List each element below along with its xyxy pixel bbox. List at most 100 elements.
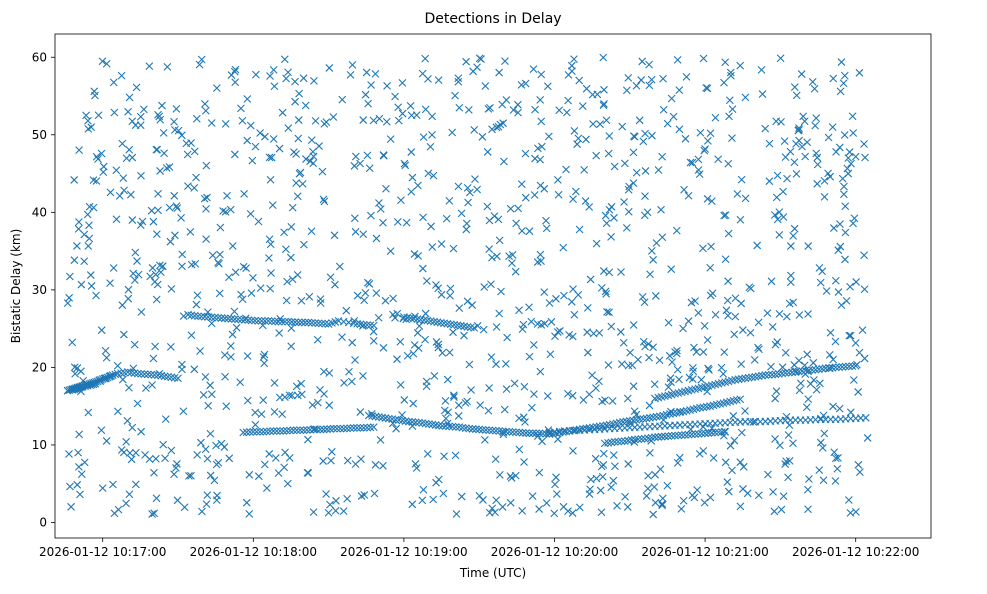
clutter-point — [187, 471, 195, 480]
clutter-point — [861, 153, 869, 162]
clutter-point — [521, 149, 530, 158]
clutter-point — [265, 235, 274, 244]
clutter-point — [174, 126, 183, 135]
clutter-point — [128, 216, 137, 224]
track-point — [825, 364, 833, 372]
track-point — [522, 429, 530, 437]
clutter-point — [118, 375, 127, 384]
clutter-point — [724, 277, 732, 286]
clutter-point — [152, 145, 161, 154]
clutter-point — [739, 326, 747, 334]
track-point — [297, 318, 306, 327]
track-point — [420, 316, 428, 325]
clutter-point — [285, 454, 294, 462]
clutter-point — [803, 138, 812, 147]
clutter-point — [552, 490, 561, 498]
track-point — [184, 310, 192, 319]
clutter-point — [832, 147, 840, 156]
clutter-point — [275, 329, 284, 337]
clutter-point — [131, 480, 140, 489]
clutter-point — [212, 496, 221, 505]
clutter-point — [129, 269, 138, 278]
clutter-point — [533, 320, 542, 328]
clutter-point — [578, 102, 587, 110]
clutter-point — [471, 175, 479, 184]
clutter-point — [434, 76, 443, 85]
clutter-point — [555, 106, 564, 115]
clutter-point — [426, 142, 435, 151]
clutter-point — [792, 169, 801, 178]
clutter-point — [677, 505, 686, 513]
clutter-point — [746, 328, 755, 337]
clutter-point — [269, 65, 278, 74]
clutter-point — [299, 240, 308, 249]
clutter-point — [592, 239, 601, 248]
clutter-point — [647, 75, 656, 84]
clutter-point — [262, 484, 271, 493]
clutter-point — [784, 473, 792, 482]
clutter-point — [645, 60, 653, 69]
track-point — [349, 424, 358, 432]
clutter-point — [145, 62, 154, 70]
clutter-point — [145, 455, 154, 464]
clutter-point — [278, 410, 287, 419]
clutter-point — [462, 219, 471, 228]
clutter-point — [597, 508, 606, 517]
track-point — [502, 427, 510, 436]
clutter-point — [427, 222, 435, 231]
clutter-point — [231, 78, 240, 87]
clutter-point — [137, 171, 145, 180]
clutter-point — [531, 105, 539, 114]
track-point — [381, 414, 390, 422]
track-point — [426, 317, 435, 326]
track-point — [286, 426, 294, 435]
clutter-point — [232, 323, 241, 332]
clutter-point — [127, 455, 136, 464]
clutter-point — [570, 126, 579, 135]
clutter-point — [228, 242, 237, 250]
track-point — [274, 317, 283, 326]
clutter-point — [771, 435, 779, 443]
clutter-point — [342, 306, 351, 315]
track-point — [463, 322, 472, 331]
clutter-point — [765, 139, 774, 148]
track-point — [117, 369, 125, 377]
clutter-point — [154, 189, 162, 198]
track-point — [505, 427, 514, 436]
clutter-point — [243, 352, 252, 360]
track-point — [267, 317, 276, 326]
track-point — [312, 425, 321, 434]
clutter-point — [207, 319, 216, 328]
track-point — [495, 427, 504, 435]
clutter-point — [291, 97, 299, 106]
clutter-point — [733, 190, 742, 198]
clutter-point — [65, 272, 74, 281]
clutter-point — [413, 328, 422, 337]
clutter-point — [271, 454, 280, 462]
clutter-point — [849, 129, 858, 137]
chart-title: Detections in Delay — [424, 11, 561, 27]
clutter-point — [621, 492, 629, 501]
track-point — [861, 413, 870, 422]
clutter-point — [690, 343, 698, 352]
clutter-point — [852, 278, 861, 286]
clutter-point — [65, 293, 74, 302]
clutter-point — [460, 331, 468, 340]
track-point — [123, 368, 132, 376]
track-point — [637, 435, 646, 443]
clutter-point — [514, 108, 522, 117]
clutter-point — [629, 179, 638, 188]
clutter-point — [84, 116, 92, 125]
clutter-point — [82, 111, 90, 120]
track-point — [415, 418, 423, 427]
track-point — [349, 319, 358, 328]
clutter-point — [749, 418, 758, 426]
clutter-point — [790, 158, 799, 167]
clutter-point — [285, 391, 294, 400]
clutter-point — [330, 231, 339, 240]
clutter-point — [305, 292, 314, 301]
track-point — [624, 436, 633, 445]
clutter-point — [855, 468, 864, 476]
clutter-point — [515, 445, 524, 454]
clutter-point — [446, 291, 454, 300]
